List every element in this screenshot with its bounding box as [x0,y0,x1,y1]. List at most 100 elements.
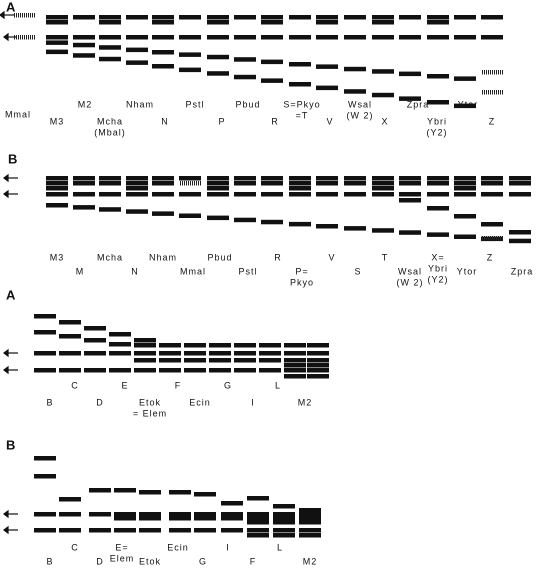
band [114,512,136,517]
band [234,217,256,223]
band [139,512,161,517]
lane-label: Z [487,252,494,262]
panel-label: B [8,151,18,166]
band [73,176,95,181]
band [481,70,503,75]
gel-panel: A B C D E Etok= Elem F Ecin G I L M2 [6,287,329,418]
band [372,35,394,40]
band [152,50,174,55]
band [399,15,421,20]
lane-label: Pstl [185,99,204,109]
band [169,528,191,533]
lane-label: Mcha [97,116,123,126]
band [284,343,306,348]
band [134,368,156,373]
band [234,35,256,40]
band [179,52,201,57]
band [307,343,329,348]
band [179,176,201,181]
band [207,176,229,181]
band [59,320,81,325]
band [89,512,111,517]
band [114,528,136,533]
band [372,181,394,186]
band [427,35,449,40]
band [194,492,216,497]
band [34,528,56,533]
band [159,343,181,348]
lane-label: V [326,116,333,126]
band [289,15,311,20]
band [454,76,476,81]
lane-label: Ecin [189,397,211,407]
band [316,176,338,181]
panel-label: A [6,287,16,302]
gel-panel: B B C D E=Elem Etok Ecin G I F L M2 [6,437,321,566]
band [209,368,231,373]
lane-label: (Y2) [427,274,448,284]
band [372,176,394,181]
band [481,236,503,241]
band [399,35,421,40]
band [316,64,338,69]
band [247,533,269,538]
band [194,516,216,521]
lane-label: Pbud [235,99,260,109]
band [481,192,503,197]
band [234,368,256,373]
band [261,59,283,65]
lane-label: I [226,542,230,552]
band [73,192,95,197]
band [247,512,269,517]
band [221,528,243,533]
lane-label: Ytor [457,266,478,276]
band [284,374,306,379]
lane-label: F [175,380,182,390]
band [261,192,283,197]
band [152,64,174,69]
band [126,209,148,214]
band [46,35,68,40]
band [399,176,421,181]
lane-label: Mmal [180,266,206,276]
band [46,40,68,45]
band [427,206,449,211]
band [99,15,121,20]
band [289,192,311,197]
lane-label: L [275,380,281,390]
band [307,363,329,368]
band [261,181,283,186]
band [299,528,321,533]
band [99,192,121,197]
lane-label: N [161,116,169,126]
band [46,192,68,197]
band [284,368,306,373]
band [99,176,121,181]
band [299,520,321,525]
lane-label: Pkyo [290,277,314,287]
band [99,20,121,25]
arrows [0,10,18,535]
band [152,20,174,25]
lane-label: G [199,556,207,566]
band [207,215,229,221]
band [126,47,148,53]
band [427,176,449,181]
lane-label: F [250,556,257,566]
band [109,351,131,356]
band [344,66,366,72]
band [344,89,366,94]
band [316,85,338,91]
band [159,351,181,356]
band [316,20,338,25]
band [344,176,366,181]
band [46,49,68,55]
gel-panel: BM3MMchaNNhamMmalPbudPstlRP=PkyoVSTWsal(… [8,151,532,287]
band [152,192,174,197]
band [234,74,256,80]
band [234,57,256,62]
band [454,214,476,219]
lane-label: Mcha [97,252,123,262]
panel-label: A [6,0,16,14]
